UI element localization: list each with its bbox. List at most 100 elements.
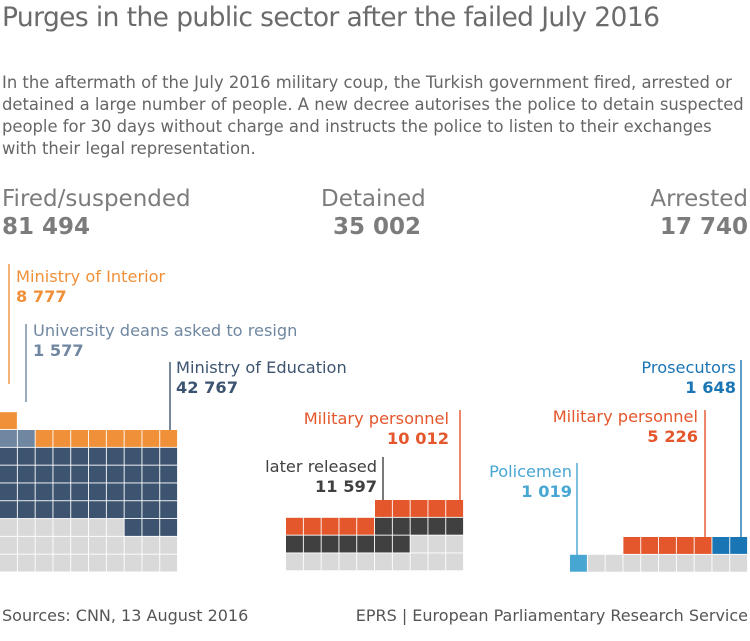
cell-ministry-of-education (89, 501, 106, 519)
cell-ministry-of-interior (0, 412, 17, 430)
cell-ministry-of-education (71, 483, 89, 501)
label-university-deans: University deans asked to resign 1 577 (33, 321, 297, 361)
cell-empty (106, 536, 124, 554)
cell-ministry-of-education (142, 501, 160, 519)
cell-ministry-of-interior (106, 430, 124, 447)
cell-arrested-military (659, 537, 676, 554)
cell-empty (160, 536, 178, 554)
cell-empty (142, 554, 160, 572)
cell-ministry-of-interior (124, 430, 142, 447)
cell-ministry-of-education (17, 447, 35, 465)
cell-detained-military (428, 500, 446, 517)
cell-ministry-of-education (142, 447, 160, 465)
cell-later-released (392, 517, 410, 535)
cell-ministry-of-education (35, 501, 53, 519)
cell-ministry-of-education (0, 501, 17, 519)
cell-empty (321, 553, 339, 571)
cell-empty (303, 553, 321, 571)
cell-empty (694, 554, 712, 572)
cell-ministry-of-education (142, 519, 160, 536)
cell-empty (35, 536, 53, 554)
cell-detained-military (303, 517, 321, 535)
cell-empty (286, 553, 303, 571)
cell-arrested-military (623, 537, 641, 554)
cell-ministry-of-interior (53, 430, 71, 447)
cell-later-released (357, 535, 375, 553)
cell-ministry-of-education (160, 501, 178, 519)
cell-ministry-of-education (106, 483, 124, 501)
waffle-arrested (570, 537, 748, 572)
cell-empty (623, 554, 641, 572)
fired-label: Fired/suspended (2, 186, 191, 212)
label-later-released-name: later released (265, 457, 377, 476)
cell-detained-military (321, 517, 339, 535)
cell-ministry-of-education (17, 483, 35, 501)
cell-ministry-of-education (89, 483, 106, 501)
cell-detained-military (375, 500, 392, 517)
cell-ministry-of-education (53, 465, 71, 483)
cell-empty (35, 554, 53, 572)
cell-ministry-of-education (124, 519, 142, 536)
cell-empty (428, 535, 446, 553)
cell-ministry-of-education (71, 465, 89, 483)
cell-empty (712, 554, 730, 572)
cell-ministry-of-education (89, 465, 106, 483)
label-policemen-name: Policemen (489, 462, 572, 481)
cell-ministry-of-education (106, 501, 124, 519)
cell-ministry-of-interior (160, 430, 178, 447)
cell-later-released (321, 535, 339, 553)
cell-empty (89, 554, 106, 572)
cell-detained-military (286, 517, 303, 535)
cell-empty (410, 535, 428, 553)
cell-arrested-military (676, 537, 694, 554)
label-detained-military-value: 10 012 (387, 429, 449, 448)
label-policemen: Policemen 1 019 (489, 462, 572, 502)
label-later-released-value: 11 597 (315, 477, 377, 496)
cell-empty (53, 536, 71, 554)
arrested-label: Arrested (650, 186, 748, 212)
detained-label: Detained (321, 186, 426, 212)
cell-empty (587, 554, 605, 572)
cell-empty (124, 536, 142, 554)
cell-university-deans (17, 430, 35, 447)
label-arrested-military: Military personnel 5 226 (553, 407, 698, 447)
cell-prosecutors (730, 537, 748, 554)
label-detained-military: Military personnel 10 012 (304, 409, 449, 449)
cell-empty (17, 554, 35, 572)
label-ministry-of-education-value: 42 767 (176, 378, 238, 397)
label-policemen-value: 1 019 (521, 482, 572, 501)
cell-ministry-of-education (17, 465, 35, 483)
cell-ministry-of-education (35, 447, 53, 465)
credit-text: EPRS | European Parliamentary Research S… (355, 606, 748, 625)
cell-detained-military (446, 500, 464, 517)
cell-empty (730, 554, 748, 572)
label-prosecutors-value: 1 648 (685, 378, 736, 397)
cell-later-released (410, 517, 428, 535)
cell-detained-military (357, 517, 375, 535)
cell-empty (53, 554, 71, 572)
cell-later-released (339, 535, 357, 553)
cell-empty (375, 553, 392, 571)
cell-empty (392, 553, 410, 571)
cell-ministry-of-education (124, 465, 142, 483)
label-university-deans-name: University deans asked to resign (33, 321, 298, 340)
cell-empty (0, 536, 17, 554)
cell-ministry-of-education (71, 501, 89, 519)
cell-empty (71, 536, 89, 554)
cell-later-released (286, 535, 303, 553)
cell-ministry-of-education (160, 519, 178, 536)
cell-ministry-of-education (124, 501, 142, 519)
cell-later-released (375, 517, 392, 535)
cell-ministry-of-education (35, 483, 53, 501)
cell-ministry-of-interior (35, 430, 53, 447)
cell-arrested-military (694, 537, 712, 554)
cell-ministry-of-education (89, 447, 106, 465)
cell-later-released (428, 517, 446, 535)
intro-text: In the aftermath of the July 2016 milita… (2, 73, 744, 158)
cell-ministry-of-education (142, 483, 160, 501)
fired-value: 81 494 (2, 214, 91, 240)
cell-later-released (375, 535, 392, 553)
cell-later-released (392, 535, 410, 553)
cell-empty (35, 519, 53, 536)
label-arrested-military-name: Military personnel (552, 407, 698, 426)
